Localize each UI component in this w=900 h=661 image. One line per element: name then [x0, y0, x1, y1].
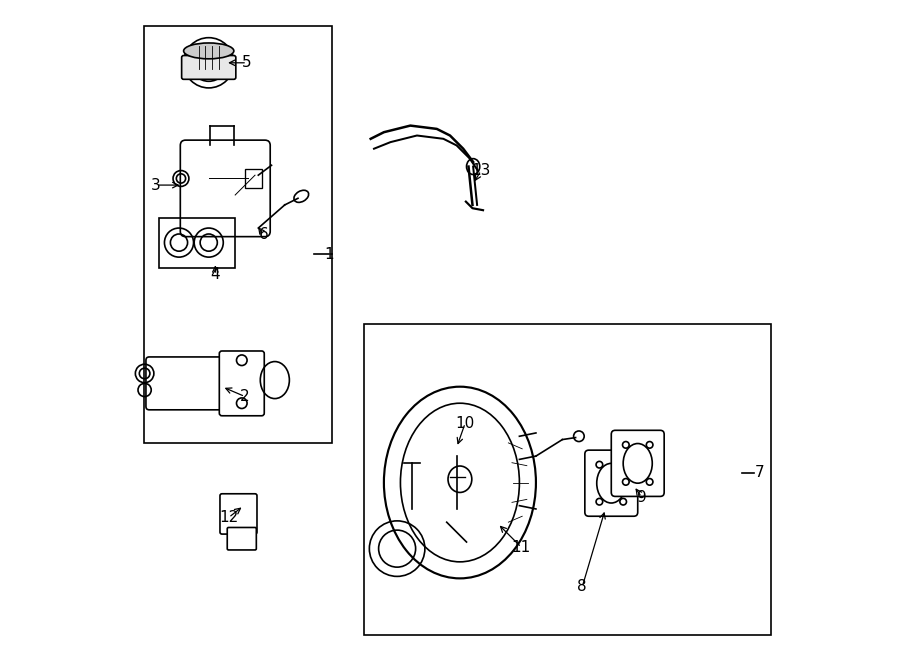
Text: 8: 8: [578, 580, 587, 594]
Text: 10: 10: [455, 416, 475, 430]
Text: 4: 4: [211, 268, 220, 282]
Text: 1: 1: [324, 247, 334, 262]
FancyBboxPatch shape: [227, 527, 256, 550]
Text: 11: 11: [512, 540, 531, 555]
FancyBboxPatch shape: [180, 140, 270, 237]
Text: 13: 13: [472, 163, 491, 178]
Text: 5: 5: [242, 56, 252, 70]
Text: 9: 9: [637, 490, 646, 504]
FancyBboxPatch shape: [182, 56, 236, 79]
Bar: [364, 324, 770, 635]
Text: 6: 6: [258, 227, 268, 242]
Bar: [144, 26, 332, 443]
Bar: [245, 169, 262, 188]
FancyBboxPatch shape: [146, 357, 232, 410]
FancyBboxPatch shape: [585, 450, 638, 516]
FancyBboxPatch shape: [220, 351, 265, 416]
Text: 3: 3: [151, 178, 161, 192]
Text: 7: 7: [754, 465, 764, 480]
Bar: [159, 218, 235, 268]
Ellipse shape: [184, 43, 234, 59]
FancyBboxPatch shape: [611, 430, 664, 496]
Text: 2: 2: [240, 389, 250, 404]
Text: 12: 12: [219, 510, 238, 525]
FancyBboxPatch shape: [220, 494, 257, 534]
